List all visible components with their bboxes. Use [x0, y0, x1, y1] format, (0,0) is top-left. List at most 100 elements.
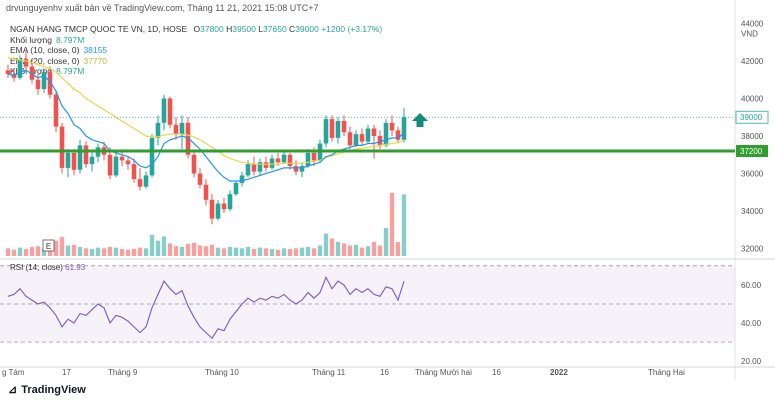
tradingview-logo-icon: ⊿: [8, 384, 18, 396]
candle-body: [287, 154, 293, 167]
volume-bar: [275, 249, 281, 256]
volume-bar: [71, 244, 77, 256]
candle-body: [5, 70, 11, 75]
legend-ema10-row[interactable]: EMA (10, close, 0) 38155: [10, 45, 382, 56]
volume-bar: [125, 249, 131, 256]
candle-body: [77, 145, 83, 170]
candle-body: [17, 59, 23, 78]
candle-body: [29, 66, 35, 80]
volume-layer: [5, 193, 407, 256]
candle-body: [365, 128, 371, 142]
brand-name[interactable]: TradingView: [21, 383, 86, 396]
close-label: C: [289, 24, 296, 34]
candle-body: [107, 154, 113, 176]
ema10-value: 38155: [83, 45, 108, 55]
volume-bar: [83, 248, 89, 256]
high-value: 39500: [232, 24, 256, 34]
volume-bar: [113, 247, 119, 256]
rsi-layer: RSI (14, close) 61.93: [0, 263, 735, 343]
candle-body: [335, 120, 341, 138]
candle-body: [227, 194, 233, 210]
low-label: L: [258, 24, 264, 34]
candle-body: [113, 156, 119, 176]
candle-body: [41, 72, 47, 90]
support-badge: [736, 145, 768, 158]
symbol-title[interactable]: NGAN HANG TMCP QUOC TE VN, 1D, HOSE: [10, 24, 188, 34]
volume-bar: [335, 242, 341, 256]
volume-label: Khối lượng: [10, 34, 52, 45]
candle-body: [47, 72, 53, 95]
candle-body: [119, 156, 125, 161]
volume2-value: 8.797M: [55, 66, 85, 76]
volume-bar: [401, 194, 407, 256]
candle-body: [395, 130, 401, 140]
support-label: 37200: [740, 147, 763, 156]
grid-layer: [0, 0, 775, 380]
candle-body: [215, 203, 221, 219]
candle-body: [275, 158, 281, 163]
volume-value: 8.797M: [55, 34, 85, 45]
publish-header: drvunguyenhv xuất bản về TradingView.com…: [6, 3, 319, 13]
candle-body: [347, 132, 353, 146]
time-tick-label: Tháng Mười hai: [415, 368, 472, 377]
rsi-tick-label: 60.00: [741, 281, 762, 290]
candle-body: [353, 134, 359, 146]
rsi-value: 61.93: [65, 263, 86, 272]
candle-body: [251, 164, 257, 172]
candle-body: [59, 126, 65, 168]
volume-bar: [77, 246, 83, 256]
candle-body: [233, 182, 239, 195]
open-value: 37800: [200, 24, 224, 34]
volume-bar: [359, 247, 365, 256]
ema20-line: [7, 56, 405, 165]
candle-body: [161, 98, 167, 123]
candle-body: [401, 117, 407, 140]
volume-bar: [203, 246, 209, 256]
volume-bar: [89, 249, 95, 256]
volume-bar: [101, 248, 107, 256]
candle-body: [311, 152, 317, 161]
time-tick-label: Tháng 11: [312, 368, 346, 377]
last-price-badge: [735, 110, 769, 124]
legend-volume-row[interactable]: Khối lượng 8.797M: [10, 35, 382, 46]
volume-bar: [353, 244, 359, 256]
candles-layer: [5, 51, 407, 225]
ema20-value: 37770: [83, 55, 108, 66]
candle-body: [383, 122, 389, 146]
time-tick-label: Tháng 10: [205, 368, 239, 377]
volume-bar: [341, 243, 347, 256]
time-tick-label: 2022: [550, 368, 568, 377]
candle-body: [329, 119, 335, 138]
time-tick-label: 17: [62, 368, 71, 377]
volume-bar: [59, 237, 65, 256]
volume-bar: [149, 235, 155, 256]
price-tick-label: VND: [741, 29, 758, 38]
volume-bar: [281, 248, 287, 256]
volume-bar: [197, 245, 203, 256]
ema10-label: EMA (10, close, 0): [10, 45, 80, 55]
candle-body: [65, 152, 71, 168]
volume-bar: [5, 248, 11, 256]
candle-body: [179, 122, 185, 135]
volume-bar: [371, 242, 377, 256]
rsi-line: [7, 275, 405, 340]
volume-bar: [389, 193, 395, 256]
volume-bar: [233, 247, 239, 256]
price-tick-label: 32000: [741, 245, 764, 254]
high-label: H: [226, 24, 233, 34]
volume-bar: [161, 236, 167, 256]
candle-body: [257, 162, 263, 172]
time-tick-label: Tháng Hai: [648, 368, 685, 377]
last-price-label: 39000: [740, 113, 763, 122]
candle-body: [293, 166, 299, 172]
legend-ema20-row[interactable]: EMA (20, close, 0) 37770: [10, 56, 382, 67]
volume-bar: [23, 249, 29, 256]
volume-bar: [209, 244, 215, 256]
volume-bar: [17, 247, 23, 256]
volume-bar: [167, 243, 173, 256]
rsi-tick-label: 40.00: [741, 319, 762, 328]
volume-bar: [179, 246, 185, 256]
candle-body: [377, 136, 383, 146]
